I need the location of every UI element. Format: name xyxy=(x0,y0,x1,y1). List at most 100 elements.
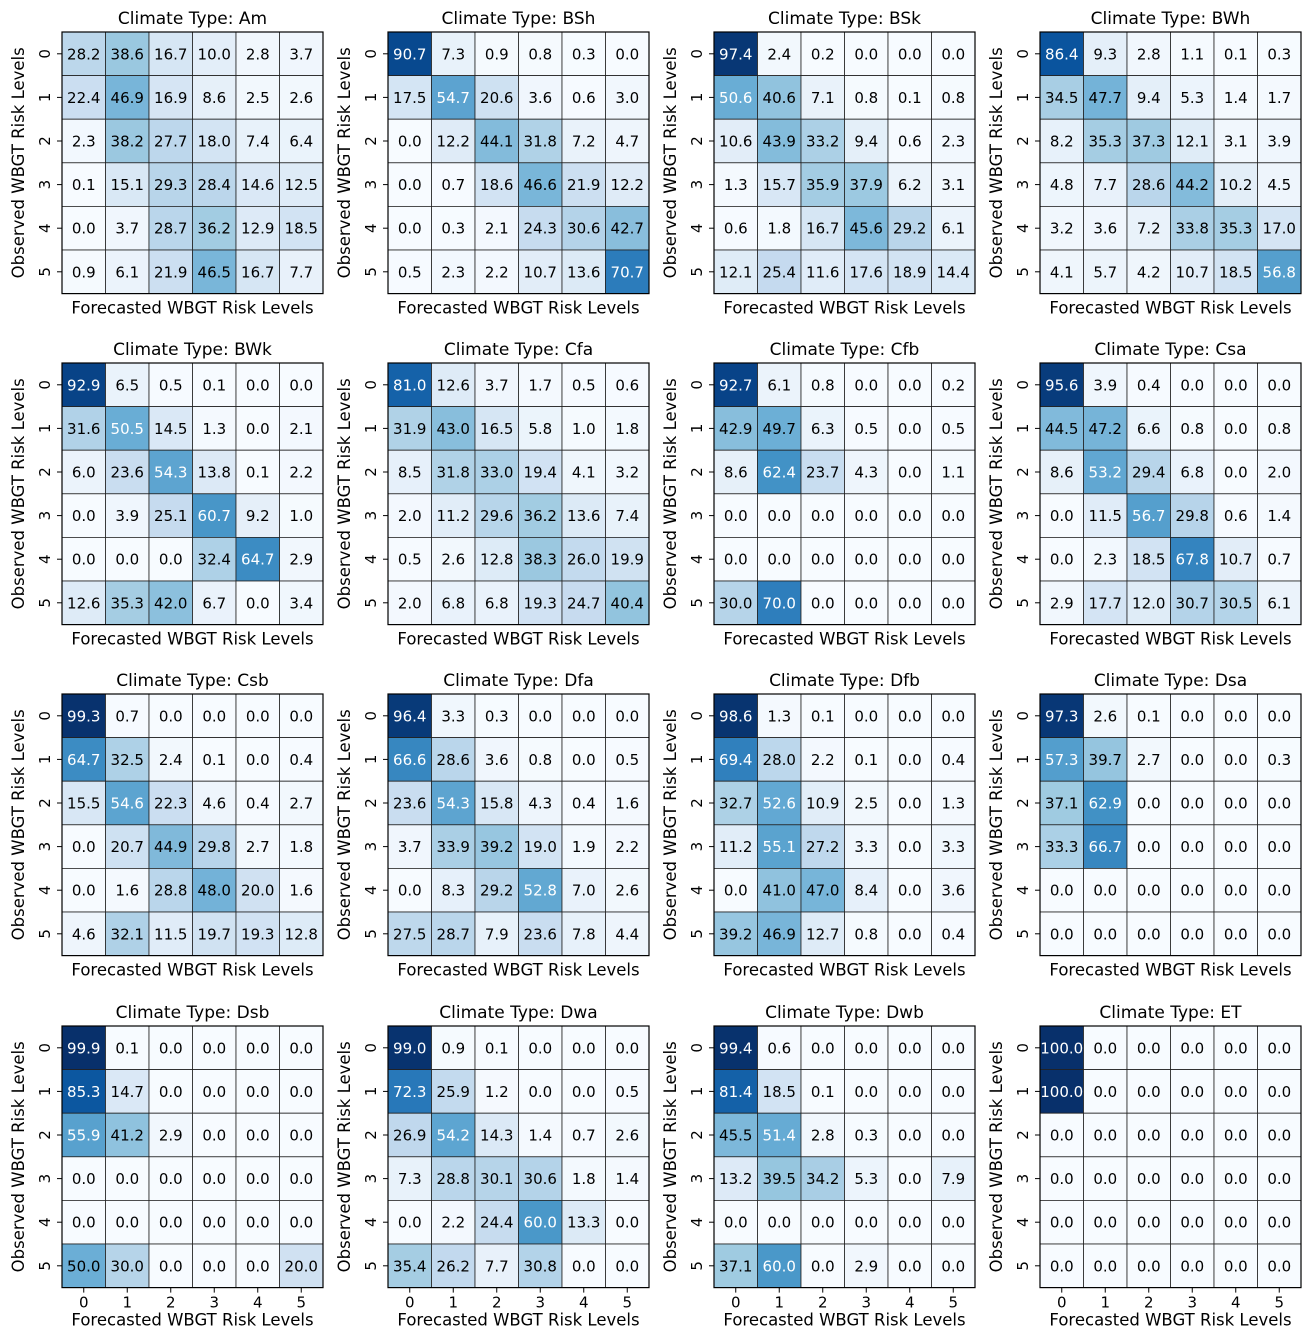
cell-value-label: 0.8 xyxy=(811,376,835,394)
y-tick-label: 1 xyxy=(1014,1087,1032,1097)
heatmap-cell xyxy=(1083,737,1128,782)
cell-value-label: 7.2 xyxy=(572,133,596,151)
x-tick-label: 0 xyxy=(79,1294,89,1312)
cell-value-label: 0.0 xyxy=(898,420,922,438)
cell-value-label: 2.9 xyxy=(1050,594,1074,612)
heatmap-cell xyxy=(235,537,280,582)
heatmap-cell xyxy=(474,118,519,164)
cell-value-label: 0.0 xyxy=(1093,1214,1117,1232)
heatmap-cell xyxy=(105,1112,150,1158)
heatmap-cell xyxy=(61,693,106,738)
heatmap-cell xyxy=(431,362,476,407)
y-tick-label: 0 xyxy=(362,711,380,721)
cell-value-label: 32.1 xyxy=(111,925,144,943)
cell-value-label: 3.7 xyxy=(485,376,509,394)
y-tick-label: 1 xyxy=(1014,93,1032,103)
cell-value-label: 54.3 xyxy=(154,464,187,482)
y-tick-label: 5 xyxy=(36,929,54,939)
y-tick-label: 3 xyxy=(1014,511,1032,521)
heatmap-cell xyxy=(387,911,432,956)
cell-value-label: 0.0 xyxy=(1224,1127,1248,1145)
heatmap-cell xyxy=(1213,249,1258,294)
heatmap-cell xyxy=(279,1112,324,1158)
cell-value-label: 30.5 xyxy=(1219,594,1252,612)
panel-border xyxy=(1039,362,1302,626)
heatmap-cell xyxy=(279,449,324,495)
y-tick-label: 0 xyxy=(36,380,54,390)
heatmap-cell xyxy=(192,362,237,407)
cell-value-label: 1.2 xyxy=(485,1083,509,1101)
cell-value-label: 0.0 xyxy=(1137,838,1161,856)
heatmap-cell xyxy=(518,780,563,826)
heatmap-cell xyxy=(605,824,650,869)
y-tick-label: 1 xyxy=(362,93,380,103)
heatmap-cell xyxy=(844,1200,889,1245)
heatmap-cell xyxy=(1083,1156,1128,1201)
heatmap-cell xyxy=(1257,31,1302,76)
cell-value-label: 0.4 xyxy=(941,751,965,769)
heatmap-cell xyxy=(757,249,802,294)
heatmap-cell xyxy=(931,1200,976,1245)
panel-border xyxy=(387,1025,650,1289)
cell-value-label: 36.2 xyxy=(524,507,557,525)
heatmap-cell xyxy=(279,1200,324,1245)
y-tick-label: 0 xyxy=(688,711,706,721)
cell-value-label: 0.8 xyxy=(941,89,965,107)
cell-value-label: 3.4 xyxy=(289,594,313,612)
heatmap-cell xyxy=(713,580,758,625)
cell-value-label: 15.5 xyxy=(67,795,100,813)
panel-title: Climate Type: Dfb xyxy=(769,671,920,691)
heatmap-cell xyxy=(757,824,802,869)
cell-value-label: 12.5 xyxy=(285,176,318,194)
cell-value-label: 0.0 xyxy=(767,507,791,525)
cell-value-label: 54.2 xyxy=(437,1127,470,1145)
heatmap-cell xyxy=(605,737,650,782)
y-tick-label: 0 xyxy=(1014,49,1032,59)
heatmap-cell xyxy=(431,118,476,164)
y-tick-label: 3 xyxy=(36,511,54,521)
cell-value-label: 0.1 xyxy=(72,176,96,194)
heatmap-cell xyxy=(1083,868,1128,913)
y-tick-label: 5 xyxy=(362,267,380,277)
heatmap-cell xyxy=(844,537,889,582)
cell-value-label: 0.3 xyxy=(485,707,509,725)
cell-value-label: 0.0 xyxy=(159,1039,183,1057)
cell-value-label: 70.7 xyxy=(611,263,644,281)
cell-value-label: 42.9 xyxy=(719,420,752,438)
x-tick-label: 4 xyxy=(579,1294,589,1312)
cell-value-label: 4.8 xyxy=(1050,176,1074,194)
cell-value-label: 98.6 xyxy=(719,707,752,725)
cell-value-label: 0.6 xyxy=(767,1039,791,1057)
y-tick-label: 1 xyxy=(688,755,706,765)
cell-value-label: 3.3 xyxy=(441,707,465,725)
heatmap-cell xyxy=(844,737,889,782)
heatmap-cell xyxy=(235,911,280,956)
cell-value-label: 11.5 xyxy=(154,925,187,943)
heatmap-cell xyxy=(931,1112,976,1158)
cell-value-label: 0.8 xyxy=(1180,420,1204,438)
panel-border xyxy=(1039,1025,1302,1289)
heatmap-cell xyxy=(105,1243,150,1288)
x-axis-label: Forecasted WBGT Risk Levels xyxy=(397,1311,639,1330)
cell-value-label: 4.3 xyxy=(528,795,552,813)
cell-value-label: 0.3 xyxy=(1267,45,1291,63)
heatmap-cell xyxy=(279,249,324,294)
heatmap-cell xyxy=(605,1200,650,1245)
y-tick-label: 2 xyxy=(1014,798,1032,808)
cell-value-label: 2.9 xyxy=(854,1257,878,1275)
cell-value-label: 23.6 xyxy=(111,464,144,482)
cell-value-label: 0.0 xyxy=(1180,1039,1204,1057)
cell-value-label: 0.0 xyxy=(1180,925,1204,943)
heatmap-cell xyxy=(757,580,802,625)
heatmap-cell xyxy=(387,162,432,207)
cell-value-label: 23.6 xyxy=(524,925,557,943)
y-tick-label: 0 xyxy=(688,1043,706,1053)
panel-title: Climate Type: Cfa xyxy=(444,340,593,360)
y-tick-label: 5 xyxy=(1014,929,1032,939)
heatmap-cell xyxy=(561,118,606,164)
heatmap-cell xyxy=(235,1025,280,1070)
y-tick-label: 2 xyxy=(362,1130,380,1140)
cell-value-label: 20.7 xyxy=(111,838,144,856)
heatmap-cell xyxy=(1170,737,1215,782)
